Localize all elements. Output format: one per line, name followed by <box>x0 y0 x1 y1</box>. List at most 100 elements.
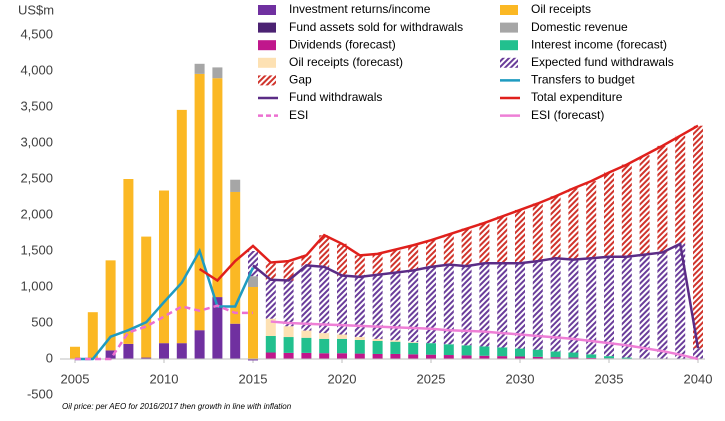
bar <box>586 357 597 359</box>
bar <box>426 266 436 344</box>
bar <box>515 209 525 264</box>
bar <box>604 172 614 257</box>
legend-swatch <box>258 5 276 15</box>
bar <box>604 256 614 357</box>
x-tick-label: 2025 <box>417 371 446 386</box>
legend-swatch <box>258 40 276 51</box>
y-tick-label: 3,500 <box>20 98 53 113</box>
bar <box>408 342 419 355</box>
bar <box>461 345 472 356</box>
bar <box>70 346 80 359</box>
bar <box>550 258 561 352</box>
line <box>75 304 253 361</box>
bar <box>372 353 383 359</box>
bar <box>159 190 169 344</box>
legend-swatch <box>500 40 518 51</box>
bar <box>586 181 597 259</box>
bar <box>497 216 508 264</box>
legend-label: ESI (forecast) <box>531 108 604 122</box>
x-tick-label: 2005 <box>61 371 90 386</box>
bar <box>301 337 312 353</box>
x-tick-label: 2010 <box>150 371 179 386</box>
bar <box>390 341 401 354</box>
x-tick-label: 2040 <box>684 371 713 386</box>
bar <box>212 67 223 79</box>
bar <box>319 235 330 267</box>
bar <box>693 348 703 359</box>
bar <box>461 266 472 346</box>
legend-label: Fund assets sold for withdrawals <box>289 20 463 34</box>
bar <box>515 263 525 349</box>
bar <box>621 256 632 358</box>
legend-label: Dividends (forecast) <box>289 37 396 51</box>
bar <box>283 337 294 353</box>
bar <box>230 323 241 359</box>
y-tick-label: 0 <box>46 350 53 365</box>
bar <box>479 355 490 359</box>
y-tick-label: 2,000 <box>20 206 53 221</box>
bar <box>532 261 543 350</box>
bar <box>675 135 686 244</box>
bar <box>212 78 223 298</box>
bar <box>301 255 312 266</box>
bar <box>532 203 543 262</box>
bar <box>230 191 241 324</box>
bar <box>390 272 401 341</box>
bar <box>550 196 561 259</box>
x-tick-label: 2015 <box>239 371 268 386</box>
bar <box>337 338 347 354</box>
bar <box>265 318 276 336</box>
bar <box>265 279 276 319</box>
bar <box>550 357 561 359</box>
x-tick-label: 2020 <box>328 371 357 386</box>
legend-label: Investment returns/income <box>289 2 431 16</box>
legend-label: ESI <box>289 108 308 122</box>
bar <box>426 343 436 355</box>
bar <box>408 354 419 359</box>
bar <box>621 357 632 359</box>
bar <box>479 222 490 264</box>
bar <box>479 346 490 356</box>
bar <box>426 354 436 359</box>
bar <box>515 348 525 357</box>
bar <box>159 343 169 359</box>
bar <box>248 287 258 359</box>
legend-label: Expected fund withdrawals <box>531 55 674 69</box>
bar <box>248 276 258 287</box>
legend-swatch <box>258 22 276 33</box>
bar <box>443 234 454 265</box>
bar <box>390 249 401 273</box>
bar <box>408 270 419 343</box>
legend-swatch <box>258 75 276 86</box>
bar <box>497 356 508 359</box>
legend-swatch <box>258 57 276 68</box>
bar <box>230 179 241 192</box>
bar <box>372 338 383 341</box>
bar <box>408 245 419 271</box>
bar <box>105 350 116 359</box>
bar <box>675 243 686 359</box>
bar <box>354 276 365 338</box>
bar <box>550 351 561 358</box>
y-tick-label: 3,000 <box>20 134 53 149</box>
bar <box>443 344 454 356</box>
bar <box>141 357 152 359</box>
bar <box>390 340 401 342</box>
bar <box>354 353 365 359</box>
bar <box>283 352 294 359</box>
y-axis-label: US$m <box>18 2 54 17</box>
x-tick-label: 2035 <box>595 371 624 386</box>
bar <box>532 356 543 359</box>
bar <box>283 280 294 327</box>
legend-swatch <box>500 22 518 33</box>
bar <box>337 275 347 335</box>
bar <box>497 347 508 357</box>
bar <box>639 254 650 359</box>
bar <box>443 355 454 359</box>
y-tick-label: 4,000 <box>20 62 53 77</box>
x-tick-label: 2030 <box>506 371 535 386</box>
legend-label: Fund withdrawals <box>289 90 382 104</box>
bar <box>657 252 668 359</box>
legend-label: Transfers to budget <box>531 73 635 87</box>
